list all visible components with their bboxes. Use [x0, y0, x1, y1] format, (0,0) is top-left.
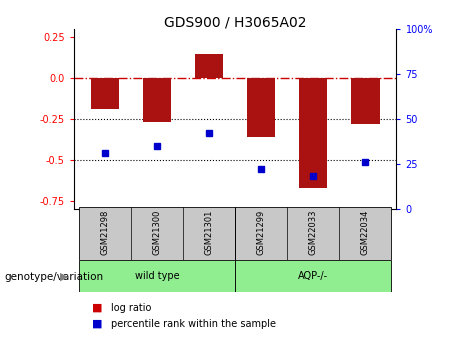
Bar	[247, 78, 275, 137]
Text: genotype/variation: genotype/variation	[5, 272, 104, 282]
Bar	[351, 78, 379, 124]
Bar	[143, 78, 171, 122]
Text: GSM21298: GSM21298	[100, 210, 110, 255]
Bar	[235, 207, 391, 260]
Bar	[91, 78, 119, 109]
Bar	[79, 260, 235, 292]
Text: GSM22034: GSM22034	[361, 210, 370, 255]
Text: log ratio: log ratio	[111, 303, 151, 313]
Text: GSM21301: GSM21301	[205, 210, 213, 255]
Text: GDS900 / H3065A02: GDS900 / H3065A02	[164, 16, 307, 30]
Text: GSM21299: GSM21299	[257, 210, 266, 255]
Text: ▶: ▶	[60, 272, 68, 282]
Bar	[195, 54, 224, 78]
Text: AQP-/-: AQP-/-	[298, 271, 328, 281]
Text: GSM21300: GSM21300	[153, 210, 161, 255]
Text: GSM22033: GSM22033	[309, 210, 318, 255]
Bar	[79, 207, 235, 260]
Text: ■: ■	[92, 319, 103, 328]
Text: percentile rank within the sample: percentile rank within the sample	[111, 319, 276, 328]
Text: ■: ■	[92, 303, 103, 313]
Text: wild type: wild type	[135, 271, 179, 281]
Bar	[235, 260, 391, 292]
Bar	[299, 78, 327, 188]
